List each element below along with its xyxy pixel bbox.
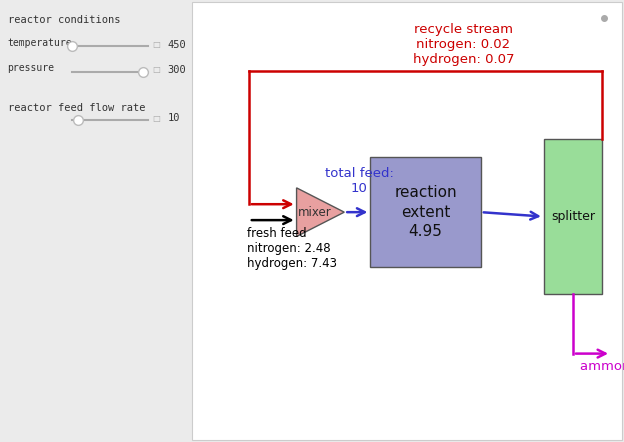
Text: reactor conditions: reactor conditions [7,15,120,26]
Text: fresh feed
nitrogen: 2.48
hydrogen: 7.43: fresh feed nitrogen: 2.48 hydrogen: 7.43 [246,227,337,270]
FancyBboxPatch shape [370,157,481,267]
Text: □: □ [152,114,160,123]
Text: mixer: mixer [298,206,332,219]
Text: 450: 450 [167,40,186,50]
Text: reactor feed flow rate: reactor feed flow rate [7,103,145,113]
FancyBboxPatch shape [192,2,622,440]
Text: ammonia stream: 4.95: ammonia stream: 4.95 [580,360,624,373]
Text: pressure: pressure [7,63,55,73]
Text: recycle stream
nitrogen: 0.02
hydrogen: 0.07: recycle stream nitrogen: 0.02 hydrogen: … [413,23,514,66]
Text: □: □ [152,40,160,49]
Text: splitter: splitter [551,210,595,223]
Text: reaction
extent
4.95: reaction extent 4.95 [394,185,457,240]
Polygon shape [296,188,344,236]
Text: 10: 10 [167,114,180,123]
Text: temperature: temperature [7,38,72,48]
Text: □: □ [152,65,160,74]
FancyBboxPatch shape [544,139,602,294]
Text: 300: 300 [167,65,186,75]
Text: total feed:
10: total feed: 10 [325,167,394,195]
